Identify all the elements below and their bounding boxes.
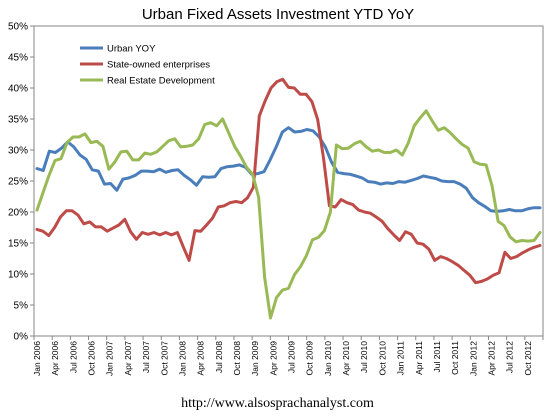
x-tick-label: Jan 2011 — [396, 341, 406, 376]
axes-layer: 0% 5% 10% 15% 20% 25% 30% 35% 40% 45% 50% Jan 2006 A… — [8, 22, 544, 376]
y-tick-label: 45% — [8, 53, 28, 64]
x-tick-label: Apr 2009 — [268, 341, 278, 376]
x-tick-label: Apr 2008 — [196, 341, 206, 376]
y-tick-label: 10% — [8, 270, 28, 281]
x-tick-label: Oct 2011 — [450, 341, 460, 375]
y-tick-label: 30% — [8, 146, 28, 157]
x-tick-label: Jan 2008 — [177, 341, 187, 376]
y-tick-label: 20% — [8, 208, 28, 219]
legend: Urban YOY State-owned enterprises Real E… — [80, 44, 215, 87]
x-tick-label: Oct 2010 — [377, 341, 387, 376]
x-tick-label: Jan 2010 — [323, 341, 333, 376]
legend-label-realestate: Real Estate Development — [107, 76, 215, 87]
x-tick-label: Oct 2009 — [305, 341, 315, 376]
series-layer — [35, 77, 542, 320]
x-tick-label: Apr 2010 — [341, 341, 351, 376]
x-tick-label: Oct 2008 — [232, 341, 242, 376]
y-tick-label: 35% — [8, 115, 28, 126]
x-tick-label: Jul 2009 — [287, 341, 297, 373]
legend-label-urban: Urban YOY — [107, 44, 156, 55]
y-tick-label: 40% — [8, 84, 28, 95]
x-tick-label: Oct 2007 — [159, 341, 169, 376]
x-tick-label: Apr 2011 — [414, 341, 424, 375]
series-line-1 — [35, 77, 542, 285]
x-tick-label: Jul 2012 — [505, 341, 515, 373]
x-tick-label: Jan 2006 — [32, 341, 42, 376]
x-tick-label: Jul 2007 — [141, 341, 151, 373]
legend-label-soe: State-owned enterprises — [107, 60, 210, 71]
y-tick-label: 25% — [8, 177, 28, 188]
y-tick-label: 0% — [14, 332, 29, 343]
x-tick-label: Jan 2009 — [250, 341, 260, 376]
x-tick-label: Jul 2010 — [359, 341, 369, 373]
x-tick-label: Jul 2008 — [214, 341, 224, 373]
y-tick-label: 5% — [14, 301, 29, 312]
series-line-0 — [35, 126, 542, 213]
x-tick-label: Jan 2007 — [105, 341, 115, 376]
x-tick-label: Apr 2012 — [486, 341, 496, 376]
x-tick-label: Jul 2011 — [432, 341, 442, 373]
x-tick-label: Apr 2007 — [123, 341, 133, 376]
chart-title: Urban Fixed Assets Investment YTD YoY — [142, 6, 414, 23]
x-tick-label: Jul 2006 — [68, 341, 78, 373]
x-tick-label: Oct 2006 — [87, 341, 97, 376]
y-tick-label: 50% — [8, 22, 28, 33]
x-tick-label: Jan 2012 — [468, 341, 478, 376]
x-tick-label: Apr 2006 — [50, 341, 60, 376]
x-tick-label: Oct 2012 — [523, 341, 533, 376]
y-tick-label: 15% — [8, 239, 28, 250]
source-url: http://www.alsosprachanalyst.com — [181, 396, 374, 411]
series-line-2 — [35, 109, 542, 320]
